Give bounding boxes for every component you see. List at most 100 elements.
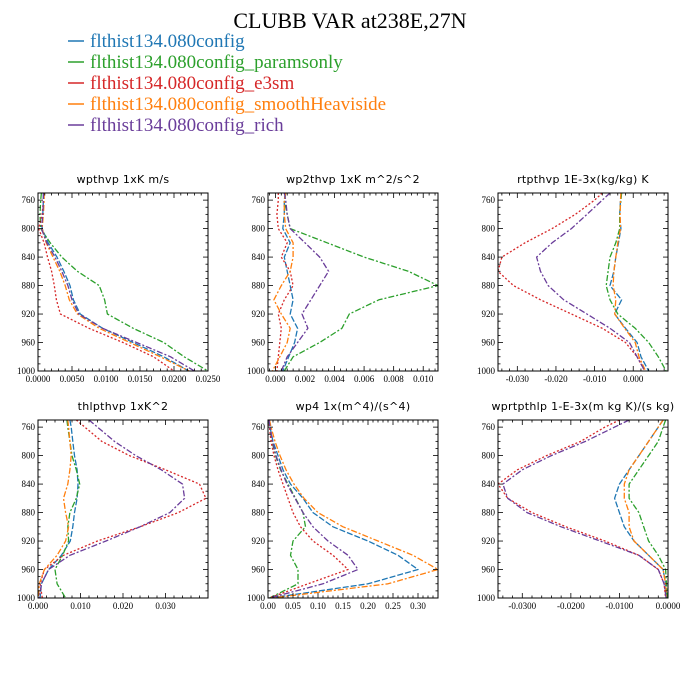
y-tick-label: 880 xyxy=(482,508,496,518)
series-group xyxy=(38,193,208,371)
x-tick-label: 0.000 xyxy=(265,374,286,384)
panel-3: rtpthvp 1E-3x(kg/kg) K 760 800 840 880 920 960… xyxy=(477,173,669,384)
x-tick-label: 0.008 xyxy=(384,374,405,384)
y-tick-label: 760 xyxy=(252,195,266,205)
y-tick-label: 760 xyxy=(252,422,266,432)
y-tick-label: 1000 xyxy=(17,366,36,376)
x-tick-label: 0.00 xyxy=(260,601,276,611)
x-tick-label: 0.000 xyxy=(28,601,49,611)
y-tick-label: 760 xyxy=(482,422,496,432)
y-tick-label: 1000 xyxy=(247,593,266,603)
series-line xyxy=(605,193,667,371)
x-tick-label: -0.020 xyxy=(544,374,568,384)
series-line xyxy=(41,193,190,371)
series-line xyxy=(268,420,359,598)
y-tick-label: 800 xyxy=(22,451,36,461)
series-group xyxy=(268,420,438,598)
y-tick-label: 960 xyxy=(252,338,266,348)
y-tick-label: 1000 xyxy=(477,593,496,603)
series-group xyxy=(498,420,668,598)
x-tick-label: 0.0100 xyxy=(94,374,119,384)
series-line xyxy=(280,193,330,371)
x-tick-label: 0.0000 xyxy=(656,601,681,611)
series-line xyxy=(38,193,175,371)
x-tick-label: -0.010 xyxy=(583,374,607,384)
y-tick-label: 800 xyxy=(482,451,496,461)
figure-title: CLUBB VAR at238E,27N xyxy=(233,8,466,33)
y-tick-label: 920 xyxy=(22,309,36,319)
x-tick-label: -0.030 xyxy=(506,374,530,384)
series-line xyxy=(271,193,294,371)
panel-5: wp4 1x(m^4)/(s^4)76080084088092096010000… xyxy=(247,400,439,611)
series-group xyxy=(38,420,207,598)
panel-2: wp2thvp 1xK m^2/s^2 760 800 840 880 920 960 100… xyxy=(247,173,439,384)
series-line xyxy=(38,420,72,598)
legend: flthist134.080configflthist134.080config… xyxy=(68,31,386,136)
series-line xyxy=(38,420,186,598)
x-tick-label: 0.10 xyxy=(310,601,326,611)
y-tick-label: 760 xyxy=(22,422,36,432)
x-tick-label: 0.0250 xyxy=(196,374,221,384)
series-line xyxy=(498,193,646,371)
x-tick-label: 0.000 xyxy=(623,374,644,384)
panel-4: thlpthvp 1xK^2 760 800 840 880 920 960 10000.00… xyxy=(17,400,209,611)
x-tick-label: 0.0200 xyxy=(162,374,187,384)
y-tick-label: 800 xyxy=(252,451,266,461)
x-tick-label: -0.0200 xyxy=(557,601,585,611)
series-line xyxy=(628,420,668,598)
legend-item: flthist134.080config_e3sm xyxy=(68,73,294,94)
x-tick-label: 0.30 xyxy=(410,601,426,611)
legend-label: flthist134.080config_rich xyxy=(90,115,284,136)
series-line xyxy=(268,420,438,598)
legend-item: flthist134.080config_rich xyxy=(68,115,284,136)
y-tick-label: 920 xyxy=(22,536,36,546)
legend-label: flthist134.080config xyxy=(90,31,245,52)
y-tick-label: 920 xyxy=(252,309,266,319)
series-line xyxy=(268,420,419,598)
legend-item: flthist134.080config_paramsonly xyxy=(68,52,343,73)
y-tick-label: 880 xyxy=(482,281,496,291)
x-tick-label: 0.030 xyxy=(155,601,176,611)
y-tick-label: 880 xyxy=(22,281,36,291)
y-tick-label: 880 xyxy=(22,508,36,518)
y-tick-label: 920 xyxy=(482,536,496,546)
y-tick-label: 960 xyxy=(482,338,496,348)
y-tick-label: 920 xyxy=(482,309,496,319)
x-tick-label: 0.0050 xyxy=(60,374,85,384)
x-tick-label: 0.002 xyxy=(295,374,315,384)
y-tick-label: 960 xyxy=(252,565,266,575)
series-line xyxy=(276,193,294,371)
y-tick-label: 800 xyxy=(252,224,266,234)
y-tick-label: 760 xyxy=(22,195,36,205)
legend-item: flthist134.080config_smoothHeaviside xyxy=(68,94,386,115)
y-tick-label: 840 xyxy=(252,479,266,489)
x-tick-label: 0.010 xyxy=(413,374,434,384)
y-tick-label: 1000 xyxy=(17,593,36,603)
x-tick-label: 0.25 xyxy=(385,601,401,611)
panel-1: wpthvp 1xK m/s76080084088092096010000.00… xyxy=(17,173,221,384)
x-tick-label: 0.0150 xyxy=(128,374,153,384)
x-tick-label: 0.020 xyxy=(113,601,134,611)
series-line xyxy=(39,193,208,371)
series-line xyxy=(609,193,650,371)
panel-title: wpthvp 1xK m/s xyxy=(77,173,170,186)
x-tick-label: -0.0100 xyxy=(606,601,634,611)
y-tick-label: 1000 xyxy=(247,366,266,376)
y-tick-label: 960 xyxy=(482,565,496,575)
x-tick-label: 0.05 xyxy=(285,601,301,611)
y-tick-label: 1000 xyxy=(477,366,496,376)
y-tick-label: 960 xyxy=(22,565,36,575)
panel-title: thlpthvp 1xK^2 xyxy=(78,400,169,413)
legend-label: flthist134.080config_e3sm xyxy=(90,73,294,94)
y-tick-label: 880 xyxy=(252,508,266,518)
panel-frame xyxy=(267,192,439,372)
panel-title: rtpthvp 1E-3x(kg/kg) K xyxy=(517,173,649,186)
y-tick-label: 800 xyxy=(22,224,36,234)
legend-label: flthist134.080config_smoothHeaviside xyxy=(90,94,386,115)
y-tick-label: 880 xyxy=(252,281,266,291)
legend-label: flthist134.080config_paramsonly xyxy=(90,52,343,73)
series-group xyxy=(271,193,438,371)
y-tick-label: 840 xyxy=(482,252,496,262)
panel-frame xyxy=(497,192,669,372)
